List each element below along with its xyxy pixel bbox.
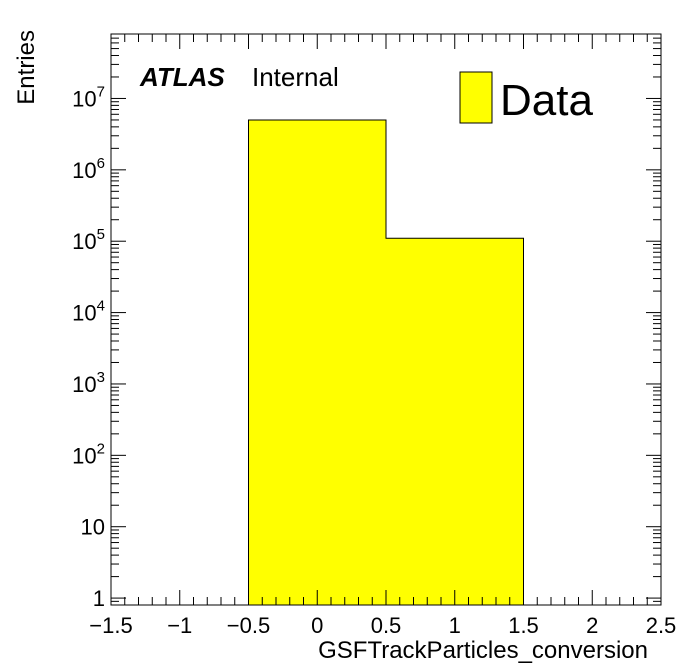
histogram-outline xyxy=(248,119,524,605)
x-tick-labels: −1.5 −1 −0.5 0 0.5 1 1.5 2 2.5 xyxy=(89,613,676,638)
x-tick-label: −1.5 xyxy=(89,613,132,638)
y-tick-label: 107 xyxy=(72,83,105,111)
y-tick-label: 105 xyxy=(72,226,105,254)
histogram-bars xyxy=(248,119,524,605)
x-tick-label: 2.5 xyxy=(646,613,677,638)
x-tick-label: −1 xyxy=(167,613,192,638)
y-tick-label: 104 xyxy=(72,298,105,326)
histogram-bar-0 xyxy=(248,119,386,605)
internal-label: Internal xyxy=(252,62,339,92)
legend: Data xyxy=(459,71,593,125)
x-axis-title: GSFTrackParticles_conversion xyxy=(318,637,648,664)
plot-frame xyxy=(110,33,662,606)
y-tick-label: 106 xyxy=(72,155,105,183)
x-tick-label: −0.5 xyxy=(227,613,270,638)
y-axis-title: Entries xyxy=(13,30,40,105)
legend-swatch xyxy=(459,71,493,124)
atlas-label: ATLAS xyxy=(139,62,225,92)
x-tick-label: 0 xyxy=(311,613,323,638)
y-tick-label: 102 xyxy=(72,440,105,468)
y-tick-label: 103 xyxy=(72,369,105,397)
y-tick-label: 10 xyxy=(81,515,105,540)
y-tick-label: 1 xyxy=(93,586,105,611)
x-tick-label: 1.5 xyxy=(508,613,539,638)
x-tick-label: 0.5 xyxy=(371,613,402,638)
x-tick-label: 1 xyxy=(449,613,461,638)
legend-label: Data xyxy=(500,76,593,125)
histogram-bar-1 xyxy=(386,238,524,605)
minor-ticks xyxy=(111,33,661,606)
y-tick-labels: 1 10 102 103 104 105 106 107 xyxy=(72,83,105,611)
x-tick-label: 2 xyxy=(586,613,598,638)
